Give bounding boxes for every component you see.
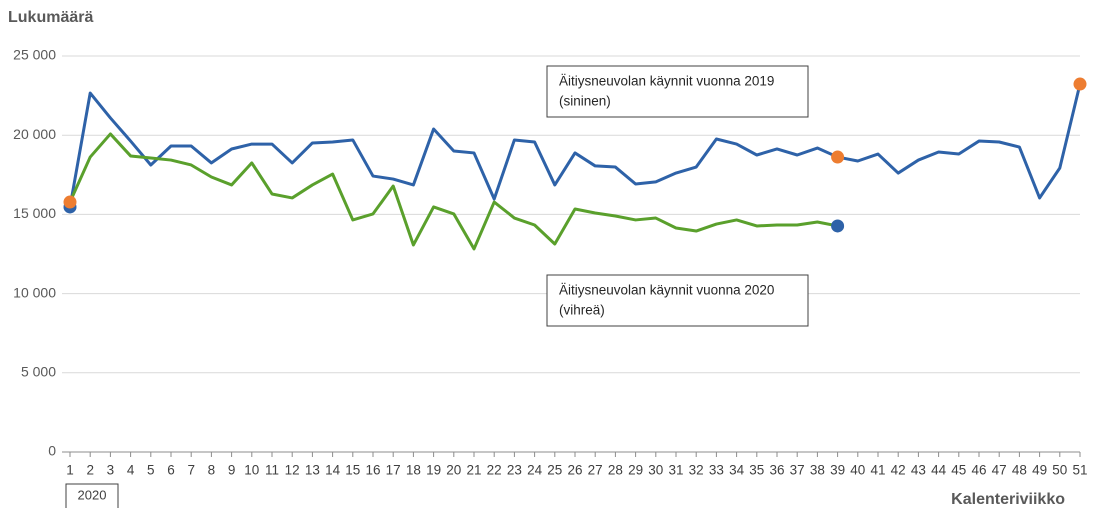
x-tick-label: 3: [107, 463, 115, 478]
x-tick-label: 46: [971, 463, 986, 478]
x-tick-label: 47: [992, 463, 1007, 478]
x-tick-label: 30: [648, 463, 663, 478]
highlight-marker: [831, 150, 845, 164]
y-tick-label: 15 000: [13, 205, 56, 221]
series-line: [68, 83, 1082, 208]
x-tick-label: 33: [709, 463, 724, 478]
x-tick-label: 31: [668, 463, 683, 478]
x-tick-label: 27: [588, 463, 603, 478]
highlight-marker: [63, 195, 77, 209]
x-group-label: 2020: [78, 487, 107, 502]
x-tick-label: 5: [147, 463, 155, 478]
x-tick-label: 32: [689, 463, 704, 478]
highlight-marker: [1073, 77, 1087, 91]
x-tick-label: 45: [951, 463, 966, 478]
x-tick-label: 15: [345, 463, 360, 478]
x-tick-label: 20: [446, 463, 461, 478]
x-tick-label: 10: [244, 463, 259, 478]
x-tick-label: 22: [487, 463, 502, 478]
annotation-text: Äitiysneuvolan käynnit vuonna 2020: [559, 283, 774, 298]
annotation-box: [546, 65, 809, 118]
annotation-text: (vihreä): [559, 303, 605, 318]
x-tick-label: 43: [911, 463, 926, 478]
x-tick-label: 7: [187, 463, 195, 478]
x-tick-label: 21: [466, 463, 481, 478]
x-tick-label: 13: [305, 463, 320, 478]
x-tick-label: 25: [547, 463, 562, 478]
x-tick-label: 4: [127, 463, 135, 478]
x-tick-label: 50: [1052, 463, 1067, 478]
x-tick-label: 19: [426, 463, 441, 478]
x-tick-label: 51: [1072, 463, 1087, 478]
x-tick-label: 17: [386, 463, 401, 478]
annotation-box: [546, 274, 809, 327]
x-tick-label: 8: [208, 463, 216, 478]
x-tick-label: 44: [931, 463, 947, 478]
x-tick-label: 34: [729, 463, 745, 478]
annotation-text: Äitiysneuvolan käynnit vuonna 2019: [559, 74, 774, 89]
x-axis-label: Kalenteriviikko: [951, 491, 1065, 508]
x-tick-label: 12: [285, 463, 300, 478]
series-line: [68, 132, 838, 251]
x-tick-label: 39: [830, 463, 845, 478]
x-tick-label: 36: [769, 463, 784, 478]
x-tick-label: 41: [870, 463, 885, 478]
x-tick-label: 38: [810, 463, 825, 478]
x-tick-label: 42: [891, 463, 906, 478]
x-tick-label: 11: [265, 463, 279, 478]
y-tick-label: 25 000: [13, 47, 56, 63]
x-tick-label: 28: [608, 463, 623, 478]
y-tick-label: 0: [48, 443, 56, 459]
highlight-marker: [831, 219, 845, 233]
y-tick-label: 10 000: [13, 284, 56, 300]
x-tick-label: 48: [1012, 463, 1027, 478]
x-tick-label: 49: [1032, 463, 1047, 478]
x-tick-label: 26: [567, 463, 582, 478]
x-group-box: [65, 483, 119, 508]
y-axis-label: Lukumäärä: [8, 9, 93, 26]
x-tick-label: 1: [66, 463, 74, 478]
y-tick-label: 5 000: [21, 364, 56, 380]
annotation-text: (sininen): [559, 94, 611, 109]
x-tick-label: 24: [527, 463, 543, 478]
x-tick-label: 2: [86, 463, 94, 478]
x-tick-label: 14: [325, 463, 341, 478]
x-tick-label: 9: [228, 463, 236, 478]
x-tick-label: 23: [507, 463, 522, 478]
x-tick-label: 40: [850, 463, 865, 478]
x-tick-label: 35: [749, 463, 764, 478]
y-tick-label: 20 000: [13, 126, 56, 142]
x-tick-label: 29: [628, 463, 643, 478]
x-tick-label: 6: [167, 463, 175, 478]
x-tick-label: 37: [790, 463, 805, 478]
x-tick-label: 16: [365, 463, 380, 478]
x-tick-label: 18: [406, 463, 421, 478]
